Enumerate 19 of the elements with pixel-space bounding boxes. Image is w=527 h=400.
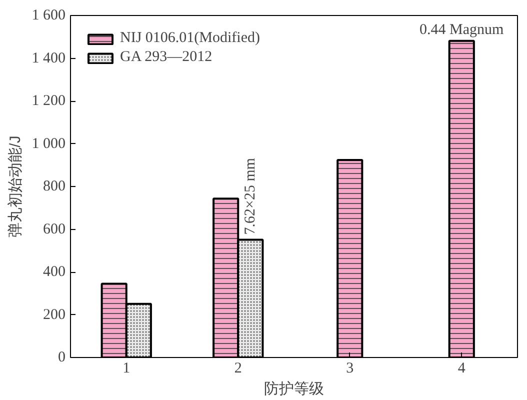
y-tick-label: 800 bbox=[43, 178, 66, 194]
x-tick-label: 2 bbox=[234, 360, 242, 376]
x-axis-title: 防护等级 bbox=[264, 380, 324, 398]
y-axis-title: 弹丸初始动能/J bbox=[6, 136, 24, 238]
y-tick-label: 600 bbox=[43, 221, 66, 238]
y-tick-label: 0 bbox=[58, 350, 66, 366]
legend-label: NIJ 0106.01(Modified) bbox=[120, 30, 260, 47]
x-tick-label: 4 bbox=[458, 360, 466, 376]
annotation: 7.62×25 mm bbox=[242, 158, 258, 235]
x-tick-label: 1 bbox=[122, 360, 130, 376]
y-tick-label: 1 200 bbox=[32, 93, 66, 109]
y-tick-label: 400 bbox=[43, 264, 66, 280]
y-tick-label: 1 400 bbox=[32, 50, 66, 66]
y-tick-label: 200 bbox=[43, 306, 66, 323]
y-tick-label: 1 000 bbox=[32, 136, 66, 152]
y-tick-label: 1 600 bbox=[32, 8, 66, 24]
legend-label: GA 293—2012 bbox=[120, 49, 212, 66]
annotation: 0.44 Magnum bbox=[420, 22, 504, 38]
x-tick-label: 3 bbox=[346, 360, 354, 376]
